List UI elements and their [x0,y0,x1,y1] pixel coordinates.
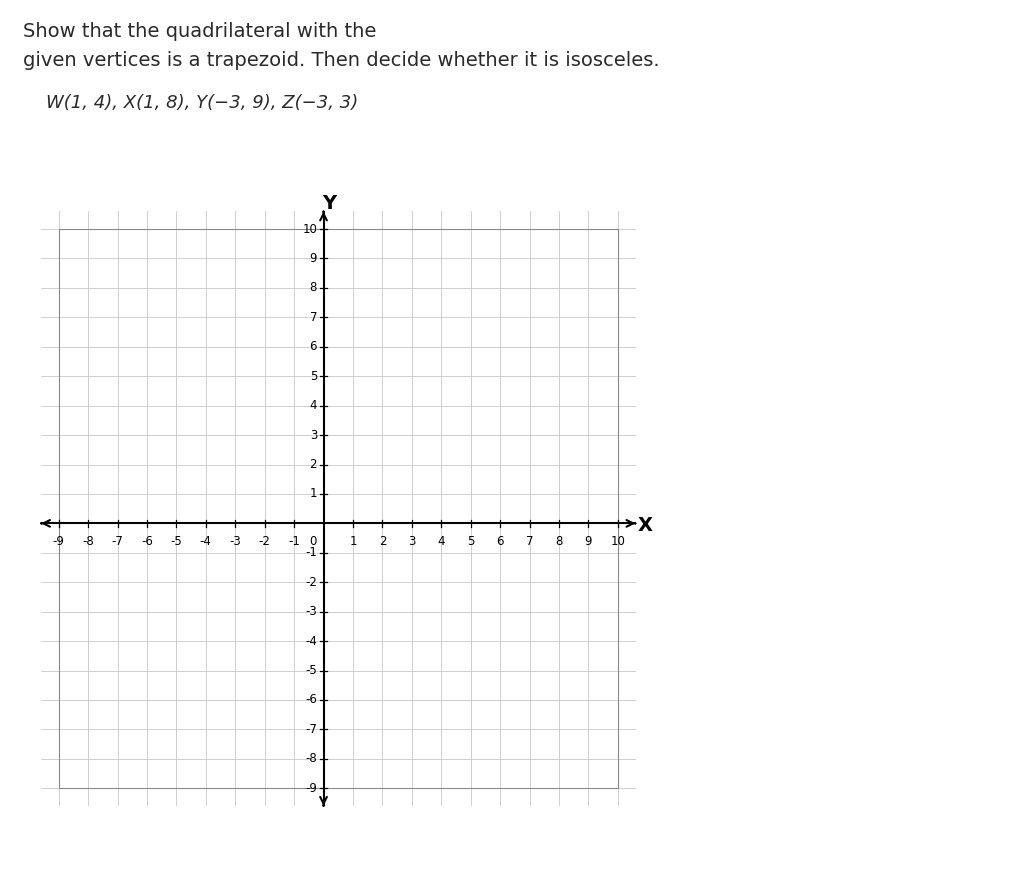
Text: -8: -8 [305,752,317,766]
Text: 3: 3 [408,535,415,547]
Text: 7: 7 [526,535,533,547]
Text: 5: 5 [467,535,475,547]
Text: -2: -2 [258,535,271,547]
Text: 7: 7 [310,310,317,324]
Text: -7: -7 [112,535,123,547]
Text: 2: 2 [310,458,317,471]
Text: 6: 6 [496,535,504,547]
Text: 10: 10 [302,223,317,236]
Text: W(1, 4), X(1, 8), Y(−3, 9), Z(−3, 3): W(1, 4), X(1, 8), Y(−3, 9), Z(−3, 3) [46,94,359,112]
Text: -5: -5 [305,664,317,677]
Text: X: X [638,517,653,535]
Text: -1: -1 [305,546,317,560]
Text: 6: 6 [310,340,317,353]
Text: -5: -5 [170,535,182,547]
Text: 4: 4 [310,399,317,412]
Text: -3: -3 [230,535,241,547]
Text: Show that the quadrilateral with the: Show that the quadrilateral with the [23,22,376,41]
Text: -4: -4 [305,635,317,647]
Text: -9: -9 [52,535,65,547]
Text: -2: -2 [305,575,317,588]
Text: -4: -4 [200,535,212,547]
Text: 5: 5 [310,370,317,382]
Text: 9: 9 [310,252,317,265]
Text: 8: 8 [556,535,563,547]
Text: 9: 9 [584,535,592,547]
Text: -6: -6 [305,694,317,707]
Text: -6: -6 [141,535,153,547]
Text: 8: 8 [310,282,317,295]
Text: -9: -9 [305,781,317,795]
Text: 1: 1 [310,488,317,501]
Text: 2: 2 [378,535,386,547]
Text: 1: 1 [350,535,357,547]
Text: 3: 3 [310,429,317,442]
Text: Y: Y [322,194,336,213]
Text: 0: 0 [310,535,317,547]
Text: 10: 10 [611,535,625,547]
Text: given vertices is a trapezoid. Then decide whether it is isosceles.: given vertices is a trapezoid. Then deci… [23,51,659,70]
Text: 4: 4 [438,535,445,547]
Text: -8: -8 [82,535,94,547]
Text: -1: -1 [288,535,300,547]
Text: -7: -7 [305,723,317,736]
Text: -3: -3 [305,605,317,618]
